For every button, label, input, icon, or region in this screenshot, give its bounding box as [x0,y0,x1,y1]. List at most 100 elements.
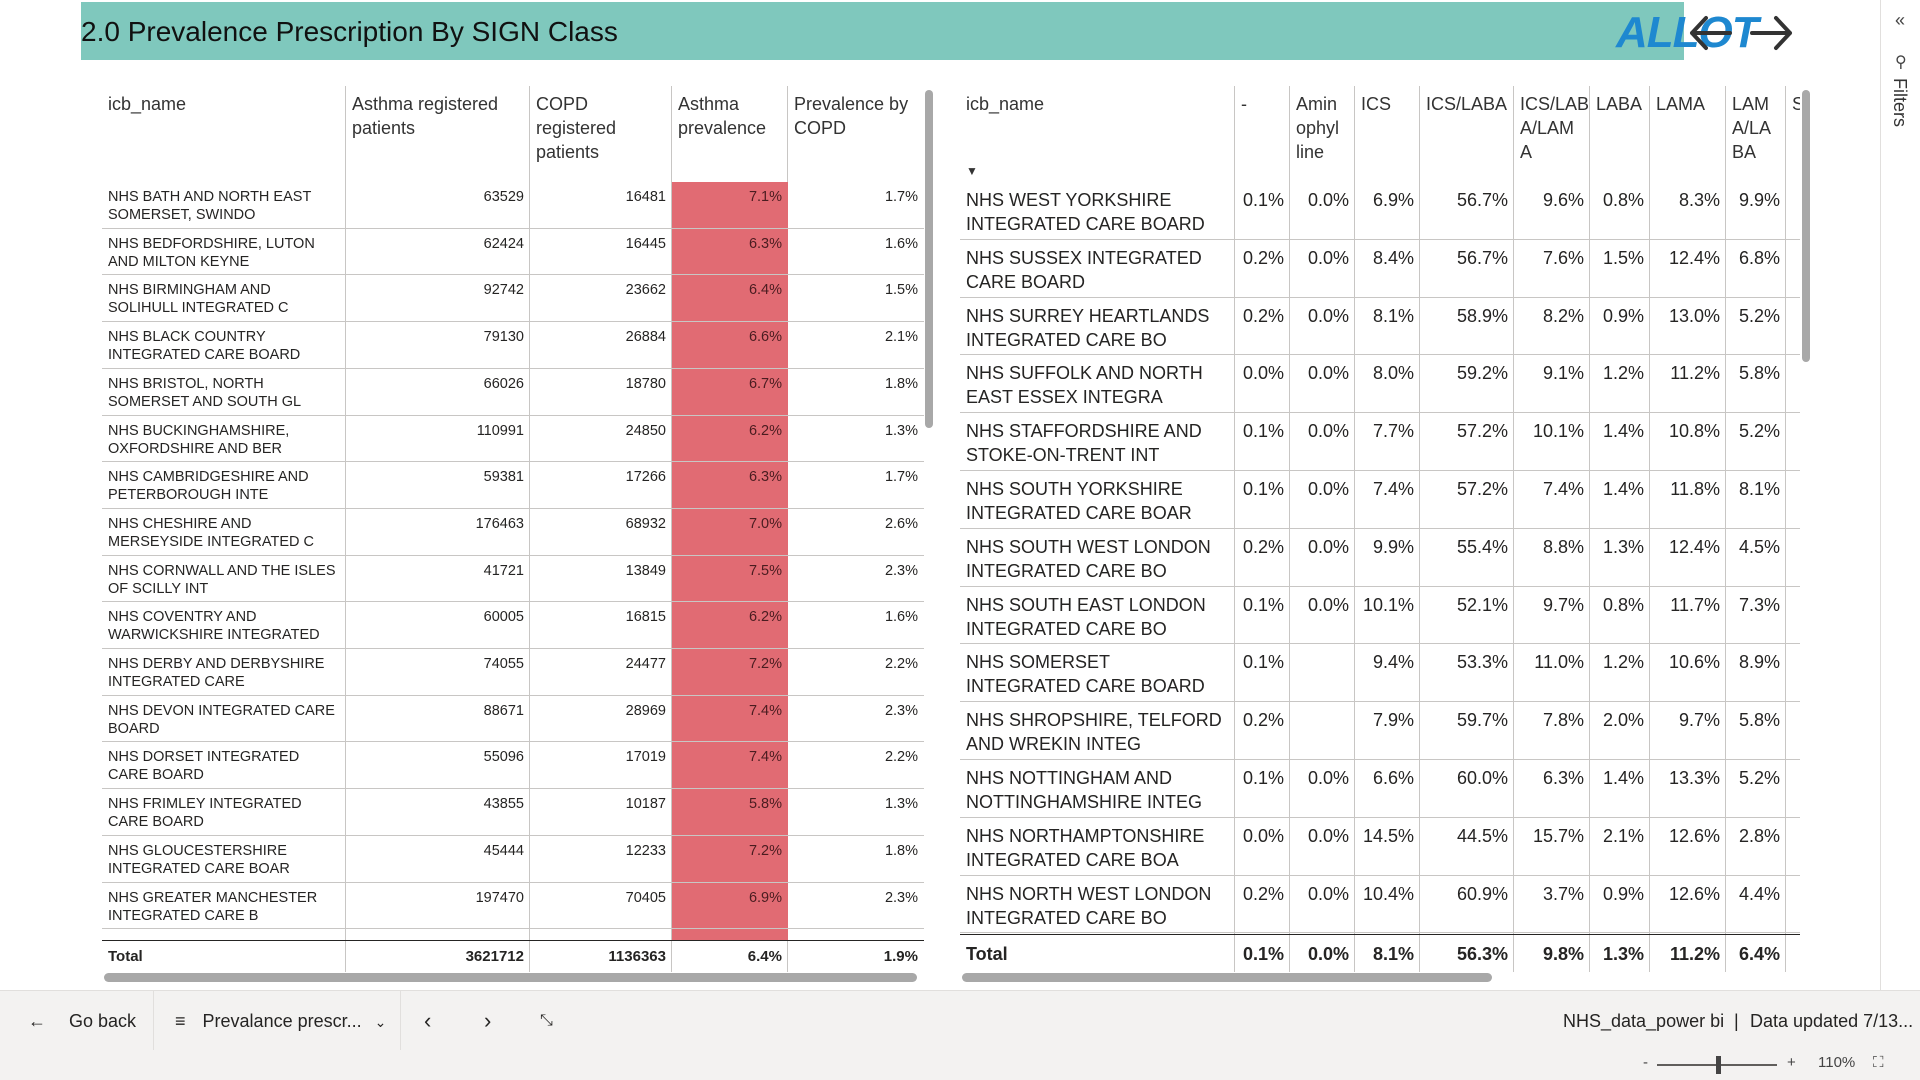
row-divider [102,414,924,416]
table-cell: 23662 [625,282,666,299]
icb-name-cell: NHS WEST YORKSHIRE INTEGRATED CARE BOARD [966,190,1205,234]
table-cell: 8.3% [1678,190,1720,210]
table-cell: 7.3% [1738,594,1780,615]
column-header-partial[interactable]: S [1792,94,1800,114]
icb-name-cell: NHS NORTHAMPTONSHIRE INTEGRATED CARE BOA [966,825,1205,870]
total-cell: 8.1% [1372,944,1414,964]
column-header[interactable]: icb_name [108,94,187,114]
table-cell: 2.1% [1602,825,1644,846]
table-cell: 5.2% [1738,305,1780,326]
column-header[interactable]: ICS/LABA [1426,94,1508,114]
column-divider [1725,86,1726,972]
total-cell: 3621712 [465,948,524,965]
go-back-button[interactable]: ← Go back [28,991,148,1051]
column-header[interactable]: Prevalence by COPD [794,94,909,138]
fit-collapse-icon[interactable]: ⤡ [540,1012,553,1029]
left-table-vertical-scrollbar[interactable] [925,90,933,428]
column-header[interactable]: LAMA [1656,94,1706,114]
next-page-button[interactable]: › [484,1008,492,1033]
table-cell: 7.2% [748,842,782,859]
icb-name-cell: NHS NOTTINGHAM AND NOTTINGHAMSHIRE INTEG [966,768,1203,812]
previous-page-button[interactable]: ‹ [424,1008,432,1033]
table-cell: 16481 [625,189,666,205]
sort-descending-icon[interactable]: ▼ [966,164,978,178]
total-row: Total 0.1% 0.0% 8.1% 56.3% 9.8% 1.3% 11.2% 6.4% [960,934,1800,972]
divider-pipe: | [1734,1011,1739,1031]
column-header[interactable]: Asthma registered patients [352,94,499,138]
table-cell: 2.1% [884,329,918,346]
column-divider [345,86,346,972]
table-cell: 8.4% [1372,247,1414,268]
table-cell: 60.0% [1456,768,1508,788]
table-cell: 28969 [625,702,666,719]
column-header[interactable]: icb_name [966,94,1045,114]
column-divider [1649,86,1650,972]
column-header[interactable]: Amin ophyl line [1296,94,1340,162]
sign-class-table[interactable]: icb_name - Amin ophyl line ICS ICS/LABA ICS/L… [960,86,1800,972]
next-page-arrow-icon[interactable] [1744,8,1800,58]
table-cell: 60005 [483,609,524,626]
table-cell: 6.6% [748,329,782,346]
table-cell: 1.6% [884,609,918,626]
row-divider [102,321,924,323]
row-divider [102,461,924,463]
icb-name-cell: NHS SOUTH EAST LONDON INTEGRATED CARE BO [966,594,1206,639]
table-cell: 16815 [625,609,666,626]
icb-name-cell: NHS GREATER MANCHESTER INTEGRATED CARE B [108,889,318,924]
fit-to-page-icon[interactable]: ⛶ [1873,1054,1884,1071]
table-cell: 74055 [483,656,524,672]
row-divider [960,701,1800,703]
left-table-horizontal-scrollbar[interactable] [104,973,917,982]
table-cell: 55096 [483,749,524,766]
table-cell: 10.1% [1532,421,1584,442]
table-cell: 12.6% [1668,883,1720,904]
table-cell: 60.9% [1456,883,1508,904]
row-divider [102,507,924,509]
table-cell: 0.1% [1242,594,1284,615]
right-table-vertical-scrollbar[interactable] [1802,90,1810,362]
table-cell: 3.7% [1542,883,1584,904]
icb-name-cell: NHS STAFFORDSHIRE AND STOKE-ON-TRENT INT [966,421,1202,466]
table-cell: 43855 [483,796,524,813]
table-cell: 6.9% [1372,190,1414,210]
table-cell: 0.0% [1307,594,1349,615]
column-header[interactable]: ICS/LAB A/LAM A [1520,94,1590,162]
table-cell: 6.8% [1738,247,1780,268]
data-updated-label: Data updated 7/13... [1750,1011,1914,1031]
collapse-chevron-icon[interactable]: « [1895,10,1906,30]
right-table-horizontal-scrollbar[interactable] [962,973,1492,982]
row-divider [960,354,1800,356]
total-cell: 0.1% [1242,944,1284,964]
total-cell: 6.4% [1738,944,1780,964]
table-cell: 7.2% [748,656,782,672]
zoom-slider-thumb[interactable] [1716,1056,1721,1074]
prevalence-table[interactable]: icb_name Asthma registered patients COPD r… [102,86,924,972]
table-cell: 57.2% [1456,479,1508,499]
table-cell: 7.4% [1542,479,1584,499]
row-divider [102,881,924,883]
icb-name-cell: NHS SOUTH YORKSHIRE INTEGRATED CARE BOAR [966,479,1192,523]
column-header[interactable]: ICS [1361,94,1392,114]
column-header[interactable]: COPD registered patients [536,94,617,162]
page-selector[interactable]: ≡ Prevalance prescr... ⌄ [175,991,386,1051]
column-header[interactable]: - [1241,94,1247,114]
column-header[interactable]: LABA [1596,94,1643,114]
filters-pane[interactable]: « ⚲ Filters [1880,0,1920,990]
zoom-in-button[interactable]: + [1787,1054,1796,1071]
column-header[interactable]: Asthma prevalence [678,94,767,138]
zoom-out-button[interactable]: - [1643,1054,1648,1071]
table-cell: 197470 [475,889,524,906]
table-cell: 7.9% [1372,710,1414,731]
icb-name-cell: NHS SHROPSHIRE, TELFORD AND WREKIN INTEG [966,710,1222,755]
previous-page-arrow-icon[interactable] [1682,8,1738,58]
row-divider [102,694,924,696]
table-cell: 5.8% [1738,710,1780,731]
table-cell: 16445 [625,235,666,252]
table-cell: 0.2% [1242,883,1284,904]
page-selector-label: Prevalance prescr... [202,1011,362,1031]
table-cell: 0.8% [1602,190,1644,210]
table-cell: 59.2% [1456,363,1508,384]
table-cell: 1.7% [884,469,918,486]
column-header[interactable]: LAM A/LA BA [1732,94,1771,162]
row-divider [102,601,924,603]
